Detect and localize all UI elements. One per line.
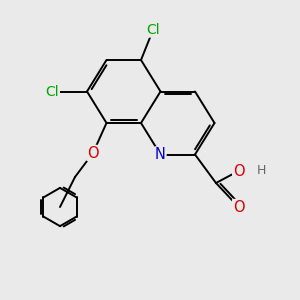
Text: O: O: [233, 200, 244, 214]
Text: O: O: [87, 146, 99, 160]
Text: Cl: Cl: [46, 85, 59, 98]
Text: O: O: [233, 164, 244, 178]
Text: N: N: [155, 147, 166, 162]
Text: Cl: Cl: [146, 23, 160, 37]
Text: H: H: [256, 164, 266, 178]
